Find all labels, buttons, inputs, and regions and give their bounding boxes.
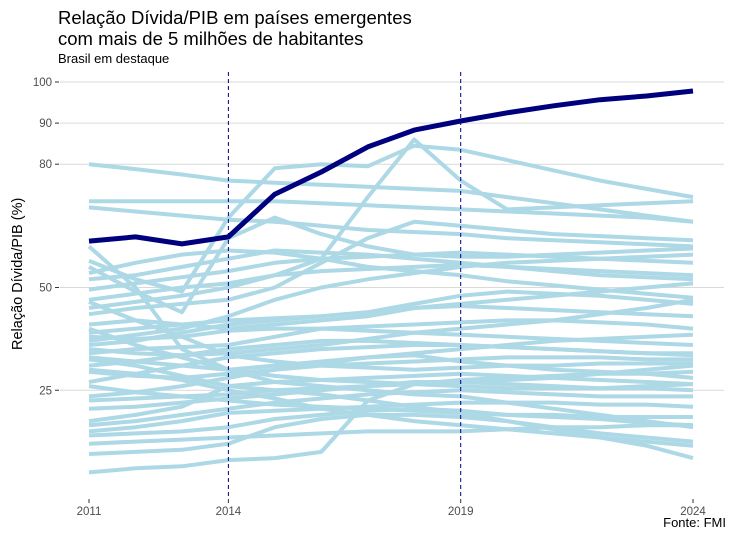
country-line — [88, 219, 694, 317]
country-line — [88, 412, 694, 456]
country-line — [88, 248, 694, 300]
country-line — [88, 289, 694, 347]
country-line — [88, 143, 694, 294]
country-line — [88, 400, 694, 434]
country-line — [88, 215, 694, 315]
reference-lines — [227, 72, 462, 497]
other-countries-lines — [87, 137, 694, 475]
country-line — [88, 162, 694, 224]
brasil-line-group — [88, 88, 694, 247]
chart-title: Relação Dívida/PIB em países emergentes … — [58, 7, 412, 49]
country-line — [89, 199, 694, 224]
y-axis: 25 50 80 90 100 — [33, 77, 59, 397]
country-line — [88, 371, 694, 424]
chart-subtitle: Brasil em destaque — [58, 51, 170, 66]
y-tick-label: 25 — [39, 385, 52, 397]
country-line — [88, 205, 694, 249]
country-line — [88, 384, 693, 419]
x-tick-label: 2024 — [680, 506, 706, 518]
y-tick-label: 80 — [39, 159, 52, 171]
brasil-line — [88, 88, 694, 247]
x-tick-label: 2019 — [448, 506, 474, 518]
y-tick-label: 50 — [39, 283, 52, 295]
country-line — [88, 423, 693, 446]
x-tick-label: 2014 — [216, 506, 242, 518]
country-line — [88, 304, 694, 335]
country-line — [88, 343, 693, 384]
country-line — [87, 244, 694, 430]
chart-caption: Fonte: FMI — [663, 515, 726, 530]
country-line — [88, 326, 694, 391]
country-line — [88, 252, 694, 343]
country-line — [88, 318, 694, 341]
country-line — [88, 367, 694, 448]
y-tick-label: 90 — [39, 118, 52, 130]
country-line — [88, 353, 694, 399]
x-tick-label: 2011 — [77, 506, 102, 518]
y-tick-label: 100 — [33, 77, 52, 89]
x-axis: 2011 2014 2019 2024 — [77, 499, 706, 518]
country-line — [88, 137, 694, 310]
country-line — [88, 300, 693, 372]
